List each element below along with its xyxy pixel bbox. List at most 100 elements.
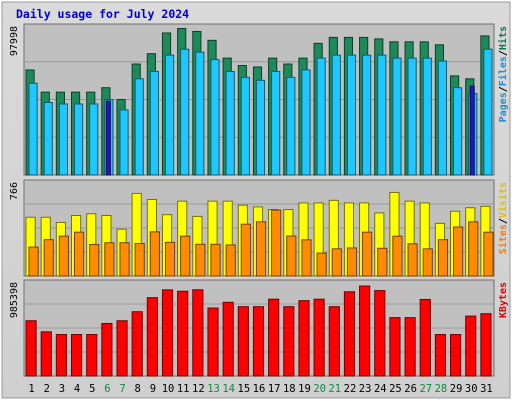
bar-files-day-18 bbox=[286, 76, 296, 176]
chart-title: Daily usage for July 2024 bbox=[16, 7, 189, 21]
bar-pages-day-30 bbox=[469, 85, 475, 176]
bar-sites-day-2 bbox=[43, 239, 54, 277]
day-label: 4 bbox=[74, 383, 80, 395]
bar-files-day-12 bbox=[195, 51, 205, 176]
bar-sites-day-3 bbox=[58, 235, 69, 277]
bar-sites-day-7 bbox=[119, 242, 130, 277]
legend-item: Hits bbox=[497, 26, 509, 50]
bar-sites-day-19 bbox=[301, 239, 312, 277]
bar-sites-day-8 bbox=[134, 243, 145, 277]
panel-legend: Pages/Files/Hits bbox=[497, 26, 509, 122]
day-label: 31 bbox=[480, 383, 493, 395]
bar-sites-day-20 bbox=[316, 252, 327, 277]
legend-item: KBytes bbox=[498, 282, 509, 318]
bar-kbytes-day-2 bbox=[40, 331, 52, 377]
day-label: 19 bbox=[298, 383, 311, 395]
bar-kbytes-day-22 bbox=[343, 291, 356, 377]
panel-kbytes: 985398 KBytes bbox=[9, 279, 509, 377]
legend-separator: / bbox=[498, 218, 509, 224]
day-label: 12 bbox=[192, 383, 205, 395]
bar-kbytes-day-21 bbox=[328, 306, 340, 377]
bar-sites-day-16 bbox=[255, 221, 267, 277]
bar-files-day-5 bbox=[89, 103, 99, 176]
bar-kbytes-day-4 bbox=[70, 334, 83, 377]
chart-panels: 97998Pages/Files/Hits766Sites/Visits9853… bbox=[9, 23, 509, 377]
legend-separator: / bbox=[498, 86, 509, 92]
bar-files-day-2 bbox=[43, 102, 53, 176]
bar-kbytes-day-16 bbox=[252, 306, 265, 377]
y-max-label: 985398 bbox=[9, 282, 20, 318]
bar-kbytes-day-14 bbox=[222, 301, 234, 377]
bar-kbytes-day-28 bbox=[434, 334, 447, 377]
day-label: 16 bbox=[253, 383, 266, 395]
legend-item: Visits bbox=[497, 182, 509, 218]
day-label: 6 bbox=[104, 383, 110, 395]
day-label: 8 bbox=[135, 383, 141, 395]
bar-sites-day-28 bbox=[437, 239, 449, 277]
bar-sites-day-22 bbox=[346, 247, 358, 277]
bar-sites-day-14 bbox=[225, 244, 236, 277]
bar-sites-day-1 bbox=[28, 246, 39, 277]
bar-kbytes-day-6 bbox=[101, 322, 113, 377]
bar-kbytes-day-23 bbox=[359, 285, 371, 377]
bar-sites-day-13 bbox=[210, 243, 221, 277]
day-label: 26 bbox=[404, 383, 417, 395]
day-label: 17 bbox=[268, 383, 281, 395]
bar-sites-day-21 bbox=[331, 248, 342, 277]
series-files bbox=[28, 48, 493, 176]
bar-kbytes-day-17 bbox=[268, 298, 280, 377]
bar-files-day-19 bbox=[301, 69, 311, 176]
series-sites bbox=[28, 209, 494, 277]
day-label: 25 bbox=[389, 383, 402, 395]
bar-files-day-29 bbox=[453, 87, 463, 176]
bar-sites-day-27 bbox=[422, 248, 433, 277]
day-label: 7 bbox=[119, 383, 125, 395]
legend-item: Sites bbox=[497, 224, 509, 254]
bar-kbytes-day-18 bbox=[283, 306, 295, 377]
day-label: 20 bbox=[313, 383, 326, 395]
bar-files-day-22 bbox=[346, 54, 357, 176]
day-label: 1 bbox=[28, 383, 34, 395]
bar-files-day-7 bbox=[119, 109, 129, 176]
bar-kbytes-day-12 bbox=[192, 289, 204, 377]
bar-sites-day-25 bbox=[392, 235, 403, 277]
bar-kbytes-day-20 bbox=[313, 298, 325, 377]
bar-sites-day-10 bbox=[164, 241, 176, 277]
bar-sites-day-30 bbox=[468, 221, 479, 277]
y-max-label: 97998 bbox=[9, 26, 20, 56]
bar-files-day-3 bbox=[58, 103, 68, 176]
day-label: 10 bbox=[162, 383, 175, 395]
day-label: 30 bbox=[465, 383, 478, 395]
bar-pages-day-6 bbox=[105, 100, 111, 176]
bar-sites-day-23 bbox=[362, 231, 373, 277]
bar-files-day-24 bbox=[377, 54, 387, 176]
bar-sites-day-31 bbox=[483, 231, 494, 277]
bar-sites-day-29 bbox=[453, 226, 464, 277]
bar-sites-day-4 bbox=[73, 231, 85, 277]
bar-files-day-23 bbox=[362, 54, 372, 176]
bar-kbytes-day-19 bbox=[298, 300, 310, 377]
bar-files-day-20 bbox=[316, 57, 326, 176]
bar-kbytes-day-24 bbox=[374, 290, 386, 377]
day-axis-labels: 1 2 3 4 5 6 7 8 9 10 11 12 13 14 15 16 17 18 19 20 21 22 23 24 2… bbox=[28, 383, 492, 395]
day-label: 23 bbox=[359, 383, 372, 395]
day-label: 15 bbox=[238, 383, 251, 395]
bar-sites-day-17 bbox=[271, 209, 282, 277]
bar-kbytes-day-29 bbox=[450, 334, 462, 377]
bar-files-day-14 bbox=[225, 70, 235, 176]
bar-kbytes-day-1 bbox=[25, 320, 37, 377]
day-label: 27 bbox=[419, 383, 432, 395]
bar-kbytes-day-7 bbox=[116, 320, 128, 377]
bar-sites-day-15 bbox=[240, 223, 251, 277]
bar-kbytes-day-26 bbox=[404, 317, 416, 377]
day-label: 9 bbox=[150, 383, 156, 395]
bar-kbytes-day-9 bbox=[146, 297, 158, 377]
y-max-label: 766 bbox=[9, 182, 20, 200]
bar-kbytes-day-8 bbox=[131, 311, 143, 377]
bar-sites-day-6 bbox=[104, 242, 115, 277]
bar-kbytes-day-31 bbox=[480, 313, 492, 377]
bar-files-day-17 bbox=[271, 70, 281, 176]
